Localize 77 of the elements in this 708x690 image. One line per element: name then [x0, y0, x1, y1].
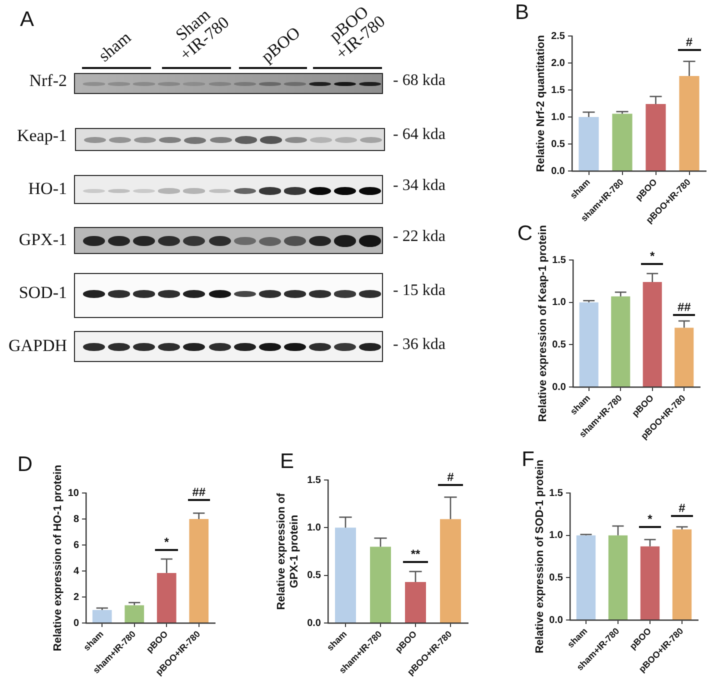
y-tick-label: 1.5 — [552, 254, 566, 266]
annotation: * — [648, 512, 653, 526]
bar — [674, 328, 694, 386]
y-tick-label: 1.0 — [307, 522, 322, 534]
annotation: # — [686, 35, 693, 49]
bar — [608, 535, 628, 620]
chart-title: B — [514, 0, 530, 24]
y-tick-label: 0.5 — [552, 339, 566, 350]
y-tick-label: 0.0 — [551, 166, 566, 177]
y-tick-label: 4 — [73, 566, 80, 577]
bar — [370, 546, 391, 622]
bar — [672, 529, 692, 620]
chart-title: F — [522, 448, 534, 471]
bar — [611, 296, 630, 386]
bar — [578, 117, 599, 170]
y-tick-label: 0.0 — [307, 618, 322, 629]
annotation: * — [650, 249, 656, 263]
category-label: - 68 kda — [393, 72, 446, 89]
y-tick-label: 1.5 — [307, 474, 322, 486]
bar — [156, 572, 176, 622]
y-tick-label: 1.0 — [551, 112, 566, 123]
category-label: - 22 kda — [393, 228, 446, 245]
bar — [642, 282, 662, 386]
y-axis-title: Relative expression of Keap-1 protein — [537, 224, 550, 422]
bar — [189, 519, 209, 622]
y-tick-label: 2 — [73, 592, 80, 603]
y-tick-label: 2.0 — [551, 58, 566, 69]
category-label: - 15 kda — [393, 282, 446, 299]
bar — [92, 610, 112, 622]
category-label: - 34 kda — [393, 177, 446, 194]
y-axis-title: Relative expression of SOD-1 protein — [534, 459, 546, 654]
bar — [576, 535, 596, 620]
annotation: * — [164, 535, 170, 549]
annotation: ## — [192, 485, 206, 499]
annotation: ## — [677, 300, 692, 314]
y-tick-label: 0.5 — [551, 138, 566, 150]
bar — [579, 302, 598, 386]
y-tick-label: 0.5 — [549, 572, 564, 584]
annotation: # — [447, 470, 454, 484]
bar — [124, 605, 144, 622]
y-tick-label: 1.0 — [552, 297, 566, 308]
y-axis-title: Relative Nrf-2 quantitation — [535, 34, 548, 172]
y-tick-label: 6 — [73, 540, 80, 551]
chart-title: C — [517, 222, 533, 245]
y-tick-label: 0.0 — [549, 614, 564, 626]
category-label: GPX-1 — [18, 230, 67, 249]
text: A — [20, 8, 34, 32]
y-tick-label: 2.5 — [551, 30, 566, 42]
category-label: - 36 kda — [393, 336, 446, 353]
y-axis-title: Relative expression of GPX-1 protein — [276, 492, 301, 610]
y-tick-label: 0.5 — [307, 570, 322, 582]
category-label: SOD-1 — [18, 283, 67, 302]
y-tick-label: 0.0 — [552, 382, 566, 393]
chart-title: E — [280, 450, 294, 473]
category-label: GAPDH — [8, 336, 67, 355]
chart-title: D — [17, 452, 33, 476]
bar — [612, 114, 632, 170]
bar — [640, 546, 660, 620]
y-tick-label: 1.5 — [551, 84, 566, 96]
y-tick-label: 10 — [68, 488, 80, 499]
bar — [405, 582, 426, 622]
bar — [335, 528, 356, 622]
category-label: Keap-1 — [16, 126, 67, 145]
category-label: Nrf-2 — [29, 71, 67, 90]
annotation: # — [678, 501, 686, 515]
category-label: HO-1 — [28, 179, 67, 198]
y-tick-label: 1.5 — [549, 488, 564, 499]
y-axis-title: Relative expression of HO-1 protein — [52, 464, 64, 652]
category-label: sham — [94, 28, 135, 66]
bar — [646, 104, 666, 170]
bar — [679, 76, 700, 170]
y-tick-label: 8 — [73, 514, 80, 525]
y-tick-label: 1.0 — [549, 530, 564, 542]
annotation: ** — [410, 547, 420, 561]
category-label: - 64 kda — [393, 126, 446, 143]
bar — [440, 519, 461, 622]
y-tick-label: 0 — [73, 618, 80, 629]
